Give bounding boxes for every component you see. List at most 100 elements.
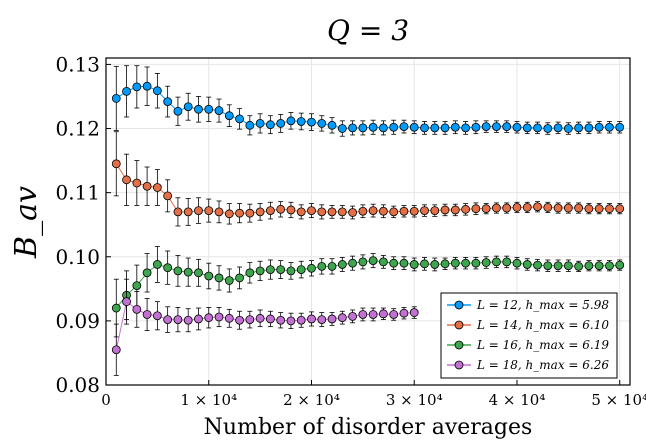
data-point — [173, 315, 183, 325]
data-point — [337, 260, 347, 269]
data-point — [389, 310, 399, 319]
data-point — [111, 303, 121, 313]
data-point — [173, 266, 183, 276]
data-point — [307, 117, 316, 127]
data-point — [450, 205, 460, 215]
data-point — [358, 310, 368, 319]
data-point — [317, 315, 327, 325]
data-point — [286, 116, 296, 126]
data-point — [368, 256, 378, 266]
x-tick-label: 3 × 10⁴ — [386, 391, 443, 409]
data-point — [430, 206, 440, 216]
data-point — [204, 313, 214, 323]
data-point — [224, 111, 234, 121]
data-point — [389, 258, 399, 268]
data-point — [265, 314, 275, 324]
data-point — [194, 314, 203, 324]
data-point — [183, 267, 193, 277]
data-point — [512, 122, 522, 132]
data-point — [409, 260, 419, 269]
data-point — [255, 207, 265, 217]
data-point — [605, 261, 614, 271]
data-point — [327, 207, 337, 217]
data-point — [214, 273, 224, 283]
data-point — [348, 258, 357, 268]
axes: 0 1 × 10⁴ 2 × 10⁴ 3 × 10⁴ 4 × 10⁴ 5 × 10⁴ 0.08… — [55, 52, 646, 409]
plot-frame — [105, 57, 631, 386]
data-point — [111, 345, 121, 355]
data-point — [553, 203, 563, 213]
data-point — [214, 312, 224, 322]
data-point — [594, 204, 604, 214]
data-point — [235, 315, 244, 325]
data-point — [245, 315, 255, 325]
data-point — [276, 315, 286, 325]
data-point — [461, 123, 471, 133]
data-point — [132, 281, 142, 291]
data-point — [348, 123, 357, 133]
data-point — [152, 183, 162, 192]
legend-marker — [454, 340, 464, 350]
legend-marker — [454, 300, 464, 310]
data-point — [348, 208, 357, 217]
data-point — [358, 206, 368, 216]
data-point — [502, 203, 512, 213]
data-point — [368, 206, 378, 216]
data-point — [574, 261, 584, 271]
x-tick-label: 0 — [101, 391, 111, 409]
data-point — [265, 120, 275, 130]
data-point — [358, 123, 368, 133]
data-point — [471, 122, 481, 132]
data-point — [440, 205, 450, 215]
data-point — [553, 123, 563, 133]
data-point — [337, 313, 347, 323]
data-point — [183, 315, 193, 325]
data-point — [543, 202, 553, 212]
data-point — [255, 313, 265, 323]
data-point — [399, 258, 409, 268]
series-4 — [111, 278, 419, 376]
data-point — [142, 268, 152, 278]
y-tick-label: 0.11 — [55, 181, 100, 205]
data-point — [563, 261, 573, 271]
data-point — [584, 261, 594, 271]
data-point — [296, 117, 306, 126]
data-point — [399, 206, 409, 216]
data-point — [122, 86, 131, 96]
data-point — [471, 204, 481, 214]
data-point — [543, 261, 553, 271]
series-line — [115, 300, 415, 350]
data-point — [204, 104, 214, 114]
data-point — [379, 206, 388, 216]
data-point — [122, 175, 131, 185]
data-point — [317, 261, 327, 271]
y-tick-label: 0.08 — [55, 373, 100, 397]
data-point — [317, 119, 327, 128]
data-point — [461, 204, 471, 214]
data-point — [163, 97, 173, 106]
legend-box — [440, 292, 618, 379]
data-point — [245, 268, 255, 278]
data-point — [163, 263, 173, 273]
x-axis-label: Number of disorder averages — [204, 415, 533, 440]
data-point — [584, 123, 594, 133]
data-point — [337, 124, 347, 133]
data-point — [235, 208, 244, 218]
data-point — [492, 122, 501, 132]
data-point — [255, 266, 265, 276]
data-point — [430, 260, 440, 269]
data-point — [214, 106, 224, 115]
data-point — [533, 123, 542, 133]
data-point — [409, 122, 419, 132]
data-point — [152, 260, 162, 269]
data-point — [132, 82, 142, 92]
data-point — [533, 260, 542, 270]
data-point — [399, 308, 409, 318]
data-point — [420, 123, 429, 133]
data-point — [502, 122, 512, 132]
data-point — [594, 122, 604, 132]
data-point — [605, 122, 614, 132]
data-point — [563, 203, 573, 213]
data-point — [152, 311, 162, 321]
y-tick-label: 0.12 — [55, 117, 100, 141]
